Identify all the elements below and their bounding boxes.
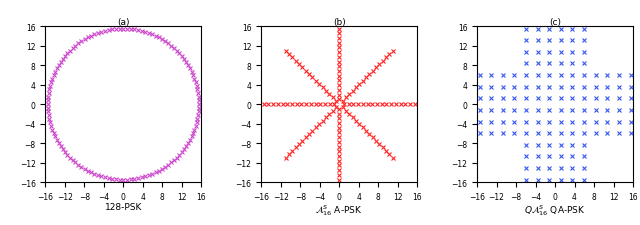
X-axis label: $Q\mathcal{A}^S_{16}$ QA-PSK: $Q\mathcal{A}^S_{16}$ QA-PSK [524, 202, 586, 217]
Title: (b): (b) [333, 18, 346, 27]
Title: (a): (a) [117, 18, 130, 27]
X-axis label: 128-PSK: 128-PSK [105, 202, 142, 211]
Title: (c): (c) [549, 18, 561, 27]
X-axis label: $\mathcal{A}^S_{16}$ A-PSK: $\mathcal{A}^S_{16}$ A-PSK [316, 202, 363, 217]
